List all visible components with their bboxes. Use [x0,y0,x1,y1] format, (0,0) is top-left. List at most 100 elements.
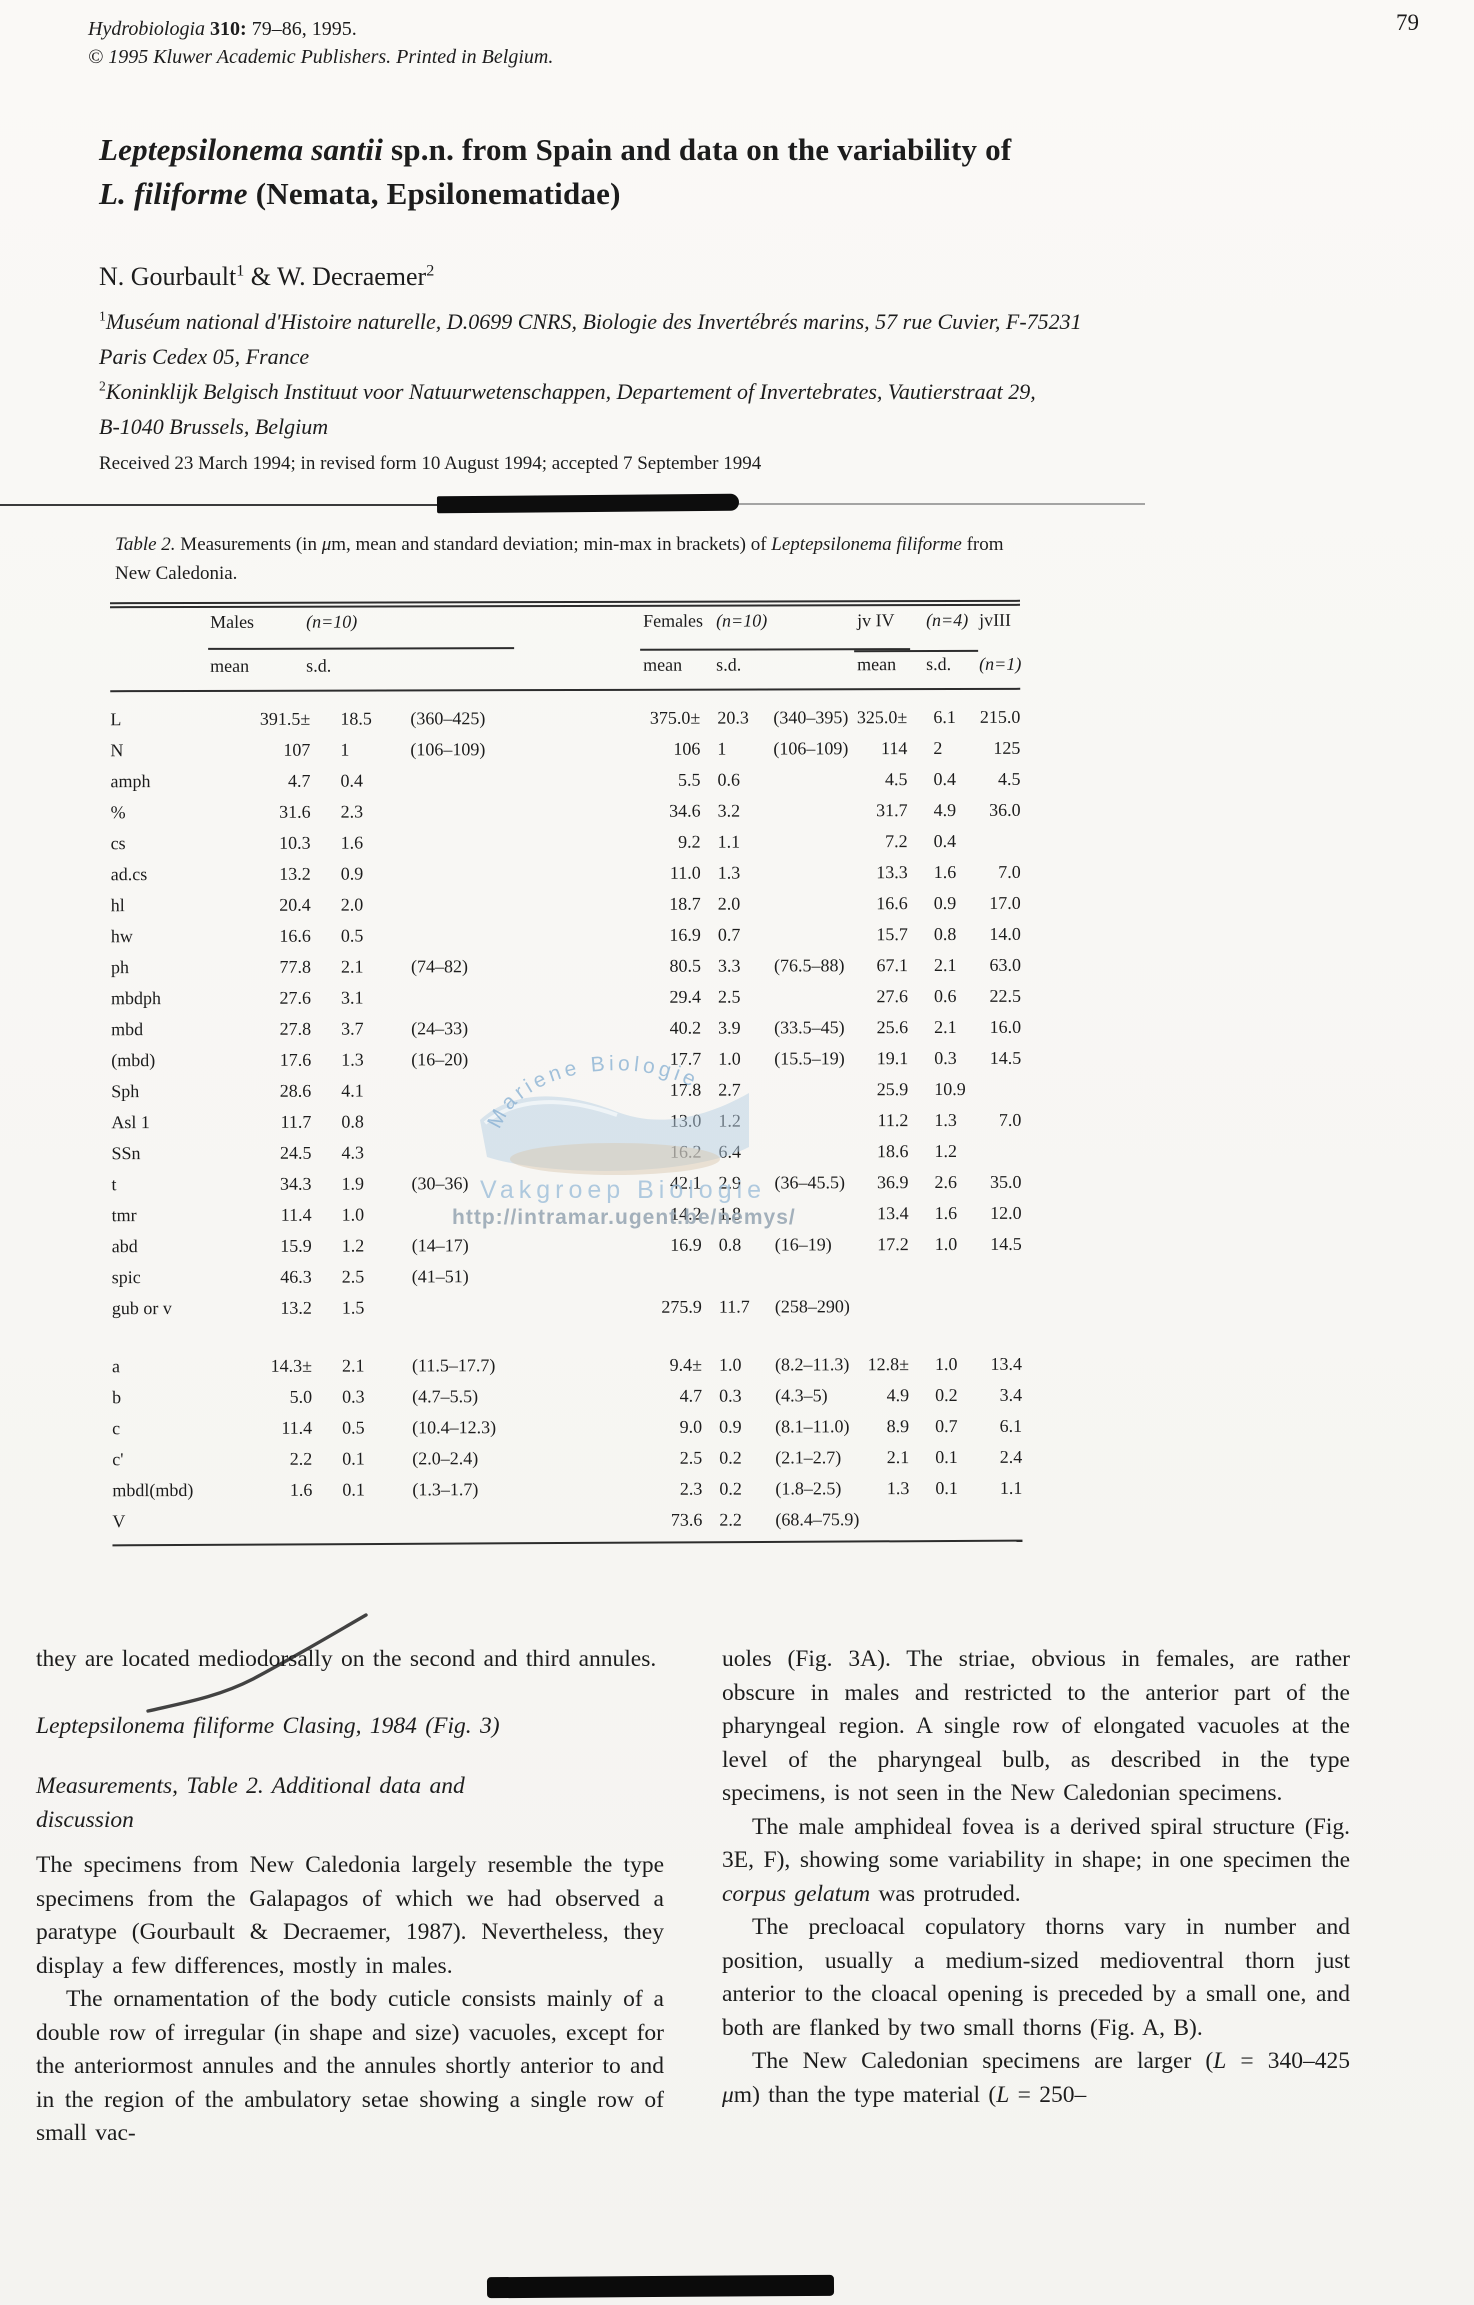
table-cell: 4.5 [884,769,908,790]
table-cell [909,1504,969,1535]
measurements-table: Males (n=10) Females (n=10) jv IV (n=4) … [110,599,1023,1547]
table-cell: 2.2 [289,1448,313,1469]
species-heading: Leptepsilonema filiforme Clasing, 1984 (… [36,1712,500,1739]
table-cell: 4.7 [287,770,311,791]
table-cell: 0.9 [340,863,364,884]
table-cell [774,795,851,826]
col-group-males-n: (n=10) [306,611,358,632]
table-cell [774,1136,851,1167]
table-cell [969,1504,1022,1535]
table-cell: 3.4 [999,1384,1023,1405]
table-row: N 107 1 (106–109) 106 1 (106–109) 114 2 125 [110,733,1020,766]
subheader-sd-jv4: s.d. [926,653,952,675]
table-cell: 5.0 [289,1386,313,1407]
table-cell: 12.0 [990,1202,1022,1223]
table-cell: 13.4 [877,1203,909,1224]
table-row: hl 20.4 2.0 18.7 2.0 16.6 0.9 17.0 [111,888,1021,921]
table-cell: 2.1 [933,954,957,976]
table-cell: 1.3 [717,862,741,883]
row-label: mbdph [111,988,162,1009]
text-segment: L [1213,2048,1227,2074]
row-label: SSn [111,1143,141,1164]
row-label: spic [111,1267,141,1288]
table-cell: 3.1 [341,987,364,1008]
text-segment: The specimens from New Caledonia largely… [36,1852,664,1979]
text-segment: m) than the type material ( [733,2081,997,2108]
table-cell: 2.1 [340,956,364,977]
table-cell: 14.5 [990,1233,1022,1254]
text-segment: Muséum national d'Histoire naturelle, D.… [105,309,1082,334]
table-row: ad.cs 13.2 0.9 11.0 1.3 13.3 1.6 7.0 [111,857,1021,890]
table-cell [312,1505,410,1536]
table-cell: 0.5 [340,925,364,946]
table-cell: 22.5 [989,985,1022,1006]
row-label: Asl 1 [111,1112,150,1133]
table-cell: 215.0 [979,706,1021,727]
table-cell: 2.1 [934,1016,957,1038]
table-cell: 1.6 [340,832,364,853]
text-segment: was protruded. [870,1880,1021,1907]
table-cell [909,1260,969,1291]
table-cell: 0.1 [342,1479,365,1500]
table-cell: 1.0 [341,1204,365,1225]
row-label: t [111,1174,117,1195]
scan-artifact-bar-top [436,493,740,514]
table-cell: (4.3–5) [775,1385,828,1406]
table-cell: (36–45.5) [774,1172,846,1193]
table-cell: 36.9 [876,1172,909,1193]
table-cell: 16.6 [279,925,311,946]
right-column: uoles (Fig. 3A). The striae, obvious in … [722,1643,1350,2112]
table-cell: 77.8 [279,956,311,977]
table-cell: 0.6 [934,985,957,1007]
table-cell: (11.5–17.7) [411,1355,496,1376]
journal-reference: Hydrobiologia 310: 79–86, 1995. [88,18,357,41]
separator-rule [0,504,440,506]
row-label: hl [110,895,125,916]
table-cell: (106–109) [410,739,486,760]
table-cell: 1.1 [717,831,741,852]
table-cell: 9.2 [678,831,701,852]
col-group-females-n: (n=10) [716,610,768,631]
table-cell: 9.0 [679,1416,703,1437]
table-cell: 18.7 [669,893,701,914]
table-cell [408,765,518,796]
left-column: they are located mediodorsally on the se… [36,1643,664,2151]
table-cell [212,1506,312,1537]
subheader-sd-males: s.d. [306,655,332,676]
table-cell: (74–82) [410,956,468,977]
text-segment: corpus gelatum [722,1880,871,1907]
table-cell [968,1074,1021,1105]
table-cell: (8.2–11.3) [774,1354,850,1375]
table-cell: 34.3 [279,1173,312,1194]
table-cell: 11.4 [280,1204,312,1225]
row-label: hw [110,926,133,947]
col-group-jv4: jv IV [857,610,895,631]
table-cell: 2.5 [679,1447,703,1468]
text-segment: The New Caledonian specimens are larger … [752,2048,1214,2074]
measurements-subheading: Measurements, Table 2. Additional data a… [36,1770,664,1837]
table-row: abd 15.9 1.2 (14–17) 16.9 0.8 (16–19) 17.2 1.0 14… [112,1229,1022,1262]
table-cell: 6.1 [999,1415,1023,1436]
table-cell: 0.4 [933,768,956,790]
table-cell: 1.9 [341,1173,365,1194]
table-cell [852,1260,909,1291]
table-cell [852,1291,909,1322]
table-row: gub or v 13.2 1.5 275.9 11.7 (258–290) [112,1291,1022,1324]
table-cell: 11.7 [718,1296,750,1317]
row-label: mbd [111,1019,144,1040]
page-number: 79 [1396,10,1419,35]
watermark-wave-crest [483,1100,618,1125]
table-cell: 28.6 [279,1080,312,1101]
table-cell [409,889,519,920]
table-cell: 0.3 [719,1385,742,1406]
table-cell: 46.3 [280,1266,312,1287]
text-segment: = 250– [1009,2081,1087,2108]
pen-stroke-path [146,1613,368,1713]
table-cell: 16.0 [989,1016,1022,1037]
table-cell: 10.3 [279,832,311,853]
row-label: c' [112,1449,124,1470]
table-cell: 31.7 [876,800,908,821]
row-label: b [112,1387,122,1408]
text-segment: Paris Cedex 05, France [99,344,310,369]
col-group-females: Females [643,610,704,631]
